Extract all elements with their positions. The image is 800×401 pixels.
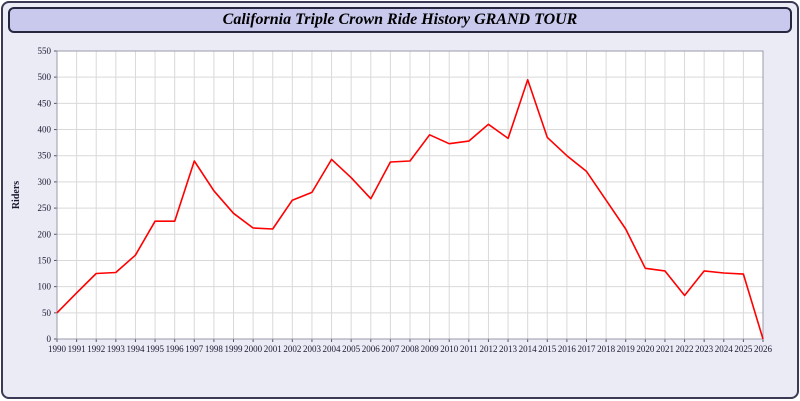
x-tick-label: 2024 [715, 344, 734, 354]
chart-title-bar: California Triple Crown Ride History GRA… [8, 7, 792, 33]
x-tick-label: 2001 [264, 344, 282, 354]
y-tick-label: 0 [47, 334, 52, 344]
x-tick-label: 2014 [519, 344, 538, 354]
x-tick-label: 2017 [578, 344, 597, 354]
ride-history-line-chart: 1990 1991 1992 1993 1994 1995 1996 1997 1998 1999… [11, 46, 773, 354]
x-tick-label: 2018 [597, 344, 616, 354]
x-tick-label: 2020 [636, 344, 655, 354]
x-tick-label: 1991 [68, 344, 86, 354]
x-tick-label: 2009 [421, 344, 440, 354]
x-tick-label: 2008 [401, 344, 420, 354]
x-tick-label: 1998 [205, 344, 224, 354]
x-tick-label: 1992 [87, 344, 105, 354]
y-tick-label: 300 [38, 177, 52, 187]
x-tick-label: 2023 [695, 344, 714, 354]
chart-container: 1990 1991 1992 1993 1994 1995 1996 1997 1998 1999… [5, 39, 795, 397]
x-tick-label: 1997 [185, 344, 204, 354]
x-tick-label: 2021 [656, 344, 674, 354]
x-tick-label: 2005 [342, 344, 361, 354]
x-tick-label: 1993 [107, 344, 126, 354]
plot-border [56, 50, 764, 340]
x-tick-label: 1999 [225, 344, 244, 354]
y-tick-label: 250 [38, 203, 52, 213]
y-tick-label: 200 [38, 229, 52, 239]
x-tick-label: 2015 [538, 344, 557, 354]
y-tick-label: 50 [42, 308, 52, 318]
x-tick-label: 2026 [754, 344, 773, 354]
x-tick-label: 2002 [283, 344, 301, 354]
x-tick-label: 2016 [558, 344, 577, 354]
riders-series-line [56, 78, 764, 340]
y-tick-label: 500 [38, 72, 52, 82]
y-tick-label: 450 [38, 98, 52, 108]
x-tick-label: 1996 [166, 344, 185, 354]
y-tick-label: 400 [38, 125, 52, 135]
x-tick-label: 2013 [499, 344, 518, 354]
x-tick-label: 2011 [460, 344, 478, 354]
x-tick-label: 2010 [440, 344, 459, 354]
x-tick-label: 2007 [381, 344, 400, 354]
x-tick-label: 2022 [676, 344, 694, 354]
x-tick-label: 1994 [126, 344, 145, 354]
x-tick-label: 1995 [146, 344, 165, 354]
x-tick-label: 1990 [48, 344, 67, 354]
y-axis-label: Riders [11, 181, 22, 209]
y-tick-label: 350 [38, 151, 52, 161]
page-title: California Triple Crown Ride History GRA… [222, 11, 578, 28]
x-tick-label: 2019 [617, 344, 636, 354]
x-tick-label: 2006 [362, 344, 381, 354]
y-tick-label: 150 [38, 255, 52, 265]
x-tick-label: 2012 [479, 344, 497, 354]
x-tick-label: 2003 [303, 344, 322, 354]
x-tick-label: 2000 [244, 344, 263, 354]
y-tick-label: 100 [38, 282, 52, 292]
x-tick-label: 2004 [323, 344, 342, 354]
y-tick-label: 550 [38, 46, 52, 56]
x-tick-label: 2025 [734, 344, 753, 354]
